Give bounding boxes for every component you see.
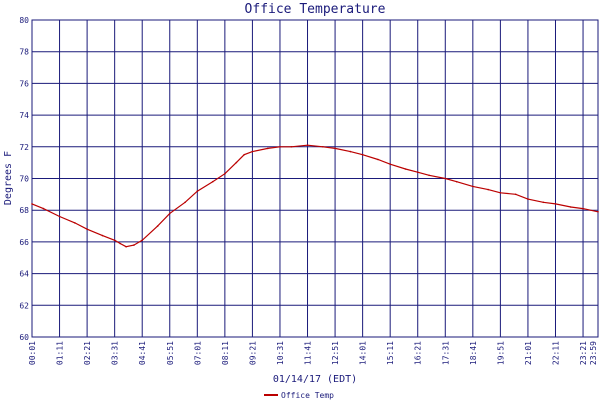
x-tick-label: 05:51 [166,341,175,365]
data-point [211,180,214,183]
data-point [349,150,352,153]
data-point [554,203,557,205]
x-tick-label: 22:11 [551,341,560,365]
data-point [31,203,33,205]
data-point [377,158,379,161]
x-tick-label: 00:01 [28,341,37,365]
data-point [42,207,45,210]
chart-title: Office Temperature [245,2,386,17]
x-tick-label: 03:31 [111,341,120,365]
data-point [428,174,430,177]
data-point [416,171,419,173]
x-tick-label: 04:41 [138,341,147,365]
plot-area-frame [31,19,599,338]
data-point [322,146,324,148]
data-point [119,242,121,245]
data-point [279,146,281,148]
data-point [86,228,88,230]
y-axis-ticks: 60 62 64 66 68 70 72 74 76 78 80 [19,16,29,342]
x-tick-label: 16:21 [414,341,423,365]
y-tick-label: 80 [19,16,29,25]
data-point [235,161,238,164]
y-tick-label: 76 [19,79,29,88]
data-point [267,147,269,150]
data-point [243,153,245,156]
data-point [542,201,545,204]
data-point [169,212,171,215]
y-tick-label: 60 [19,333,29,342]
data-point [306,144,309,146]
x-tick-label: 23:59 [589,341,598,365]
y-tick-label: 74 [19,111,29,120]
x-tick-label: 12:51 [331,341,340,365]
data-point [184,201,186,204]
y-tick-label: 66 [19,238,29,247]
data-point [196,190,199,192]
data-point [404,168,407,170]
data-point [597,211,599,213]
data-point [125,245,127,248]
x-tick-label: 10:31 [276,341,285,365]
data-point [570,206,572,208]
data-point [251,150,254,153]
data-point [472,185,474,188]
series-line-office-temp [31,144,599,248]
y-tick-label: 78 [19,48,29,57]
y-tick-label: 64 [19,270,29,279]
x-tick-label: 18:41 [469,341,478,365]
x-tick-label: 23:21 [579,341,588,365]
x-tick-label: 11:41 [304,341,313,365]
data-point [58,215,61,218]
x-axis-ticks: 00:01 01:11 02:21 03:31 04:41 05:51 07:01 08:11… [28,341,598,365]
data-point [141,239,143,242]
y-tick-label: 62 [19,301,29,310]
data-point [499,192,502,194]
data-point [156,225,159,227]
y-tick-label: 68 [19,206,29,215]
y-axis-label: Degrees F [3,151,14,205]
x-tick-label: 19:51 [496,341,505,365]
data-point [334,147,336,150]
x-tick-label: 08:11 [221,341,230,365]
data-point [444,177,447,180]
data-point [582,207,584,210]
data-point [455,180,458,183]
data-point [133,244,135,246]
y-tick-label: 72 [19,143,29,152]
x-tick-label: 15:11 [386,341,395,365]
data-point [527,198,529,200]
data-point [514,193,517,196]
x-tick-label: 01:11 [56,341,65,365]
y-tick-label: 70 [19,175,29,184]
data-point [361,153,364,156]
data-point [113,239,116,242]
data-point [389,163,392,165]
legend-label: Office Temp [281,391,334,400]
data-point [487,188,490,191]
data-point [101,234,104,237]
x-tick-label: 07:01 [193,341,202,365]
series-layer [31,144,599,248]
grid [31,19,599,338]
x-tick-label: 14:01 [359,341,368,365]
data-point [290,146,293,148]
x-tick-label: 17:31 [441,341,450,365]
x-axis-label: 01/14/17 (EDT) [273,374,357,385]
data-point [74,222,76,224]
x-tick-label: 09:21 [248,341,257,365]
x-tick-label: 02:21 [83,341,92,365]
x-tick-label: 21:01 [524,341,533,365]
data-point [224,172,226,175]
